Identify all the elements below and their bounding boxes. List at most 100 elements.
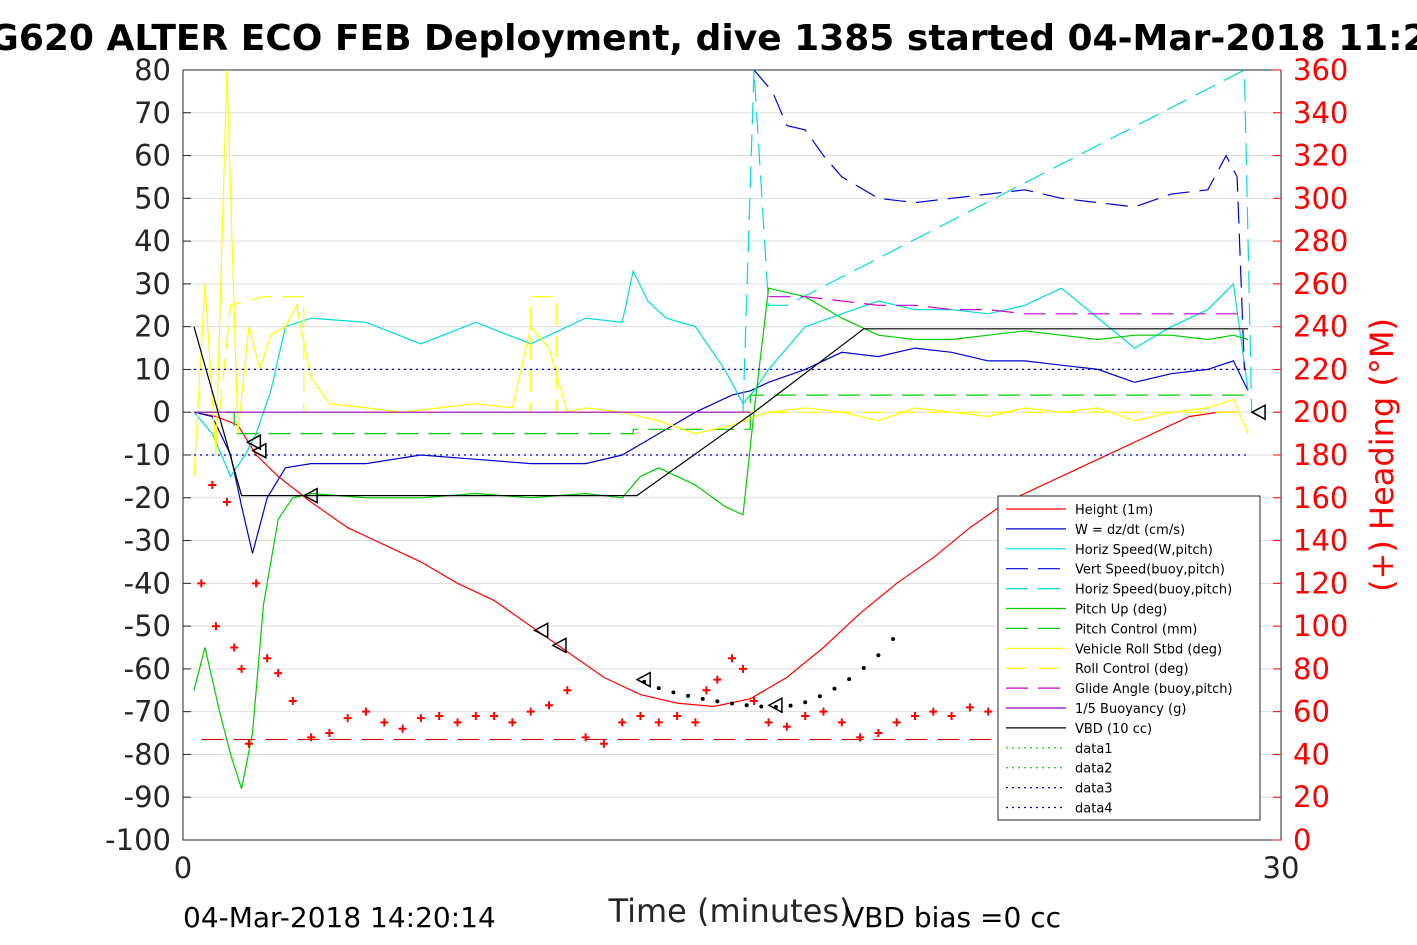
y-right-tick-label: 300	[1293, 181, 1348, 215]
heading-point	[911, 711, 919, 720]
x-axis: 0 30	[174, 851, 1300, 885]
y-axis-left: 80 70 60 50 40 30 20 10 0 -10 -20 -30 -40 -50 -60 -70 -8…	[105, 53, 191, 857]
heading-point	[325, 729, 334, 738]
dive-markers	[245, 403, 1266, 714]
y-tick-label: -20	[124, 481, 171, 515]
y-axis-right: 3603403203002802602402202001801601401201…	[1273, 53, 1348, 857]
y-axis-right-label: (+) Heading (°M)	[1363, 318, 1401, 592]
series-vert-speed-buoy-pitch	[753, 70, 1245, 370]
apogee-dot	[671, 690, 676, 695]
heading-point	[782, 722, 791, 731]
heading-point	[702, 686, 711, 695]
heading-point	[801, 711, 810, 720]
series-height-1m	[193, 411, 1238, 708]
y-tick-label: -50	[124, 609, 171, 643]
heading-point	[929, 707, 938, 716]
y-right-tick-label: 240	[1293, 310, 1348, 344]
heading-point	[416, 714, 425, 723]
heading-point	[728, 654, 736, 663]
heading-point	[471, 711, 480, 720]
heading-point	[362, 707, 370, 716]
footer-vbd-bias: VBD bias =0 cc	[845, 901, 1061, 934]
legend-label: Pitch Control (mm)	[1075, 622, 1197, 637]
heading-point	[222, 498, 231, 507]
dive-marker	[245, 433, 262, 451]
y-right-tick-label: 60	[1293, 695, 1330, 729]
x-tick-label: 30	[1263, 851, 1300, 885]
y-right-tick-label: 220	[1293, 352, 1348, 386]
apogee-dot	[744, 703, 749, 708]
heading-point	[435, 711, 444, 720]
heading-point	[874, 729, 883, 738]
y-tick-label: -10	[124, 438, 171, 472]
legend-label: data2	[1075, 762, 1113, 777]
series-pitch-up-deg	[193, 287, 1249, 789]
apogee-dot	[788, 703, 793, 708]
series-glide-angle-buoy-pitch	[768, 296, 1245, 315]
apogee-dot	[817, 694, 822, 699]
heading-point	[947, 711, 956, 720]
y-right-tick-label: 260	[1293, 267, 1348, 301]
y-tick-label: 60	[134, 139, 171, 173]
legend-label: W = dz/dt (cm/s)	[1075, 523, 1185, 538]
series-horiz-speed-w-pitch	[193, 269, 1249, 478]
dive-marker	[251, 442, 267, 459]
heading-point	[892, 718, 901, 727]
y-right-tick-label: 40	[1293, 737, 1330, 771]
y-tick-label: 40	[134, 224, 171, 258]
heading-point	[599, 739, 608, 748]
heading-point	[749, 696, 758, 705]
y-right-tick-label: 200	[1293, 395, 1348, 429]
legend-label: Roll Control (deg)	[1075, 662, 1189, 677]
y-tick-label: 20	[134, 310, 171, 344]
legend-label: data1	[1075, 742, 1113, 757]
heading-point	[819, 707, 828, 716]
heading-point	[713, 675, 722, 684]
y-right-tick-label: 340	[1293, 96, 1348, 130]
heading-point	[197, 579, 206, 588]
dive-marker	[533, 622, 549, 639]
heading-point	[343, 714, 352, 723]
heading-point	[691, 718, 700, 727]
heading-point	[654, 718, 663, 727]
heading-point	[856, 733, 865, 742]
heading-point	[581, 733, 590, 742]
heading-point	[263, 654, 272, 663]
chart-title: SG620 ALTER ECO FEB Deployment, dive 138…	[0, 18, 1417, 59]
legend-label: Vehicle Roll Stbd (deg)	[1075, 642, 1222, 657]
y-right-tick-label: 140	[1293, 524, 1348, 558]
legend-label: Height (1m)	[1075, 503, 1153, 518]
apogee-dot	[686, 693, 691, 698]
legend-label: 1/5 Buoyancy (g)	[1075, 702, 1186, 717]
heading-point	[380, 718, 389, 727]
legend: Height (1m) W = dz/dt (cm/s) Horiz Speed(W…	[997, 495, 1261, 821]
heading-point	[252, 579, 261, 588]
heading-point	[230, 643, 239, 652]
heading-point	[453, 718, 462, 727]
heading-point	[274, 669, 283, 678]
apogee-dot	[715, 699, 720, 704]
x-axis-label: Time (minutes)	[608, 892, 852, 930]
legend-box	[997, 495, 1261, 821]
y-tick-label: -70	[124, 695, 171, 729]
heading-point	[208, 480, 217, 489]
series-horiz-speed-buoy-pitch	[742, 70, 1253, 413]
apogee-dot	[876, 653, 881, 658]
y-tick-label: -80	[124, 737, 171, 771]
heading-point	[563, 686, 572, 695]
y-right-tick-label: 0	[1293, 823, 1311, 857]
apogee-dot	[847, 677, 852, 682]
series-vehicle-roll-stbd-deg	[193, 70, 1249, 477]
y-tick-label: 10	[134, 352, 171, 386]
heading-point	[545, 701, 553, 710]
dive-marker	[302, 487, 318, 504]
apogee-dot	[803, 700, 808, 705]
heading-point	[965, 703, 974, 712]
heading-point	[508, 718, 517, 727]
heading-point	[237, 664, 246, 673]
legend-label: Vert Speed(buoy,pitch)	[1075, 563, 1225, 578]
apogee-dot	[861, 666, 866, 671]
heading-point	[636, 711, 645, 720]
heading-point	[526, 707, 535, 716]
legend-label: Pitch Up (deg)	[1075, 603, 1167, 618]
